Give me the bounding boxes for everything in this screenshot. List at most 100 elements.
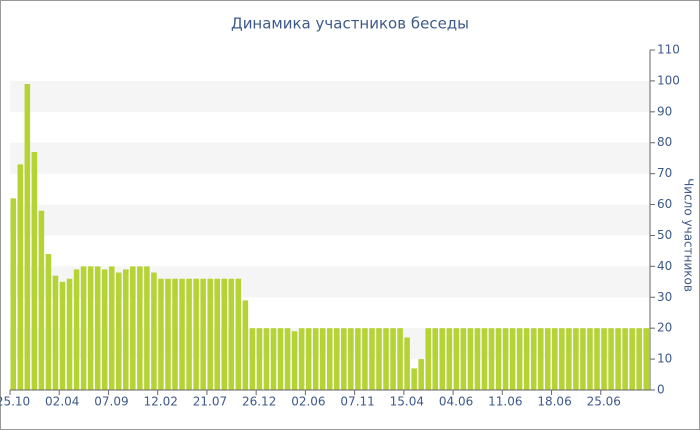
bar — [291, 331, 298, 390]
grid-band — [10, 204, 650, 236]
bar — [594, 328, 600, 390]
bar — [312, 328, 319, 390]
bar — [460, 328, 467, 390]
bar — [411, 368, 417, 390]
bar — [537, 328, 544, 390]
bar — [298, 328, 305, 390]
bar — [17, 164, 24, 390]
bar — [587, 328, 593, 390]
bar — [446, 328, 453, 390]
bar — [221, 278, 228, 390]
x-tick-label: 04.06 — [439, 395, 473, 409]
bar — [453, 328, 460, 390]
bar — [87, 266, 94, 390]
bar — [144, 266, 150, 390]
bar — [94, 266, 101, 390]
x-tick-label: 18.06 — [537, 395, 571, 409]
x-tick-label: 07.11 — [340, 395, 374, 409]
bar — [207, 278, 213, 390]
bar — [256, 328, 263, 390]
bar — [172, 278, 178, 390]
bar — [326, 328, 333, 390]
bar — [80, 266, 87, 390]
bar — [573, 328, 579, 390]
bar — [319, 328, 326, 390]
bar — [305, 328, 312, 390]
bar — [108, 266, 115, 390]
bar — [59, 281, 66, 390]
bar — [362, 328, 368, 390]
y-tick-label: 30 — [657, 290, 672, 304]
bar — [66, 278, 73, 390]
bar — [488, 328, 495, 390]
bar — [615, 328, 621, 390]
bar — [523, 328, 530, 390]
bar — [165, 278, 171, 390]
bar — [390, 328, 396, 390]
bar — [45, 254, 52, 390]
x-tick-label: 15.04 — [390, 395, 424, 409]
bar — [179, 278, 185, 390]
y-tick-label: 90 — [657, 104, 672, 118]
bar — [249, 328, 256, 390]
bar — [73, 269, 80, 390]
bar — [425, 328, 431, 390]
bar — [502, 328, 509, 390]
bar — [214, 278, 220, 390]
bar — [277, 328, 284, 390]
y-axis-label: Число участников — [682, 178, 696, 292]
y-tick-label: 40 — [657, 259, 672, 273]
x-tick-label: 02.04 — [45, 395, 79, 409]
bar — [474, 328, 481, 390]
bar — [376, 328, 382, 390]
bar — [432, 328, 439, 390]
bar — [348, 328, 354, 390]
bar — [151, 272, 157, 390]
bar — [552, 328, 558, 390]
bar — [158, 278, 164, 390]
bar — [193, 278, 199, 390]
x-tick-label: 26.12 — [242, 395, 276, 409]
bar — [228, 278, 235, 390]
bar — [601, 328, 607, 390]
bar — [137, 266, 143, 390]
bar — [270, 328, 277, 390]
y-tick-label: 0 — [657, 383, 665, 397]
x-tick-label: 25.06 — [587, 395, 621, 409]
bar — [418, 359, 424, 390]
bar — [186, 278, 192, 390]
x-tick-label: 11.06 — [488, 395, 522, 409]
bar — [284, 328, 291, 390]
bar — [530, 328, 537, 390]
bar — [636, 328, 642, 390]
y-tick-label: 110 — [657, 43, 680, 57]
bar — [10, 198, 17, 390]
bar — [467, 328, 474, 390]
bar — [397, 328, 403, 390]
bar — [516, 328, 523, 390]
y-tick-label: 20 — [657, 321, 672, 335]
bar — [200, 278, 206, 390]
bar — [31, 152, 38, 390]
bar — [495, 328, 502, 390]
y-tick-label: 100 — [657, 73, 680, 87]
bar — [439, 328, 446, 390]
bar — [545, 328, 551, 390]
chart-title: Динамика участников беседы — [231, 15, 469, 33]
bar — [101, 269, 108, 390]
y-tick-label: 50 — [657, 228, 672, 242]
x-tick-label: 25.10 — [0, 395, 30, 409]
x-tick-label: 21.07 — [193, 395, 227, 409]
bar — [580, 328, 586, 390]
bar — [123, 269, 129, 390]
bar — [334, 328, 340, 390]
bar — [566, 328, 572, 390]
bar — [608, 328, 614, 390]
bar — [622, 328, 628, 390]
bar — [559, 328, 565, 390]
x-tick-label: 02.06 — [291, 395, 325, 409]
bar — [242, 300, 249, 390]
bar — [130, 266, 136, 390]
bar — [341, 328, 347, 390]
